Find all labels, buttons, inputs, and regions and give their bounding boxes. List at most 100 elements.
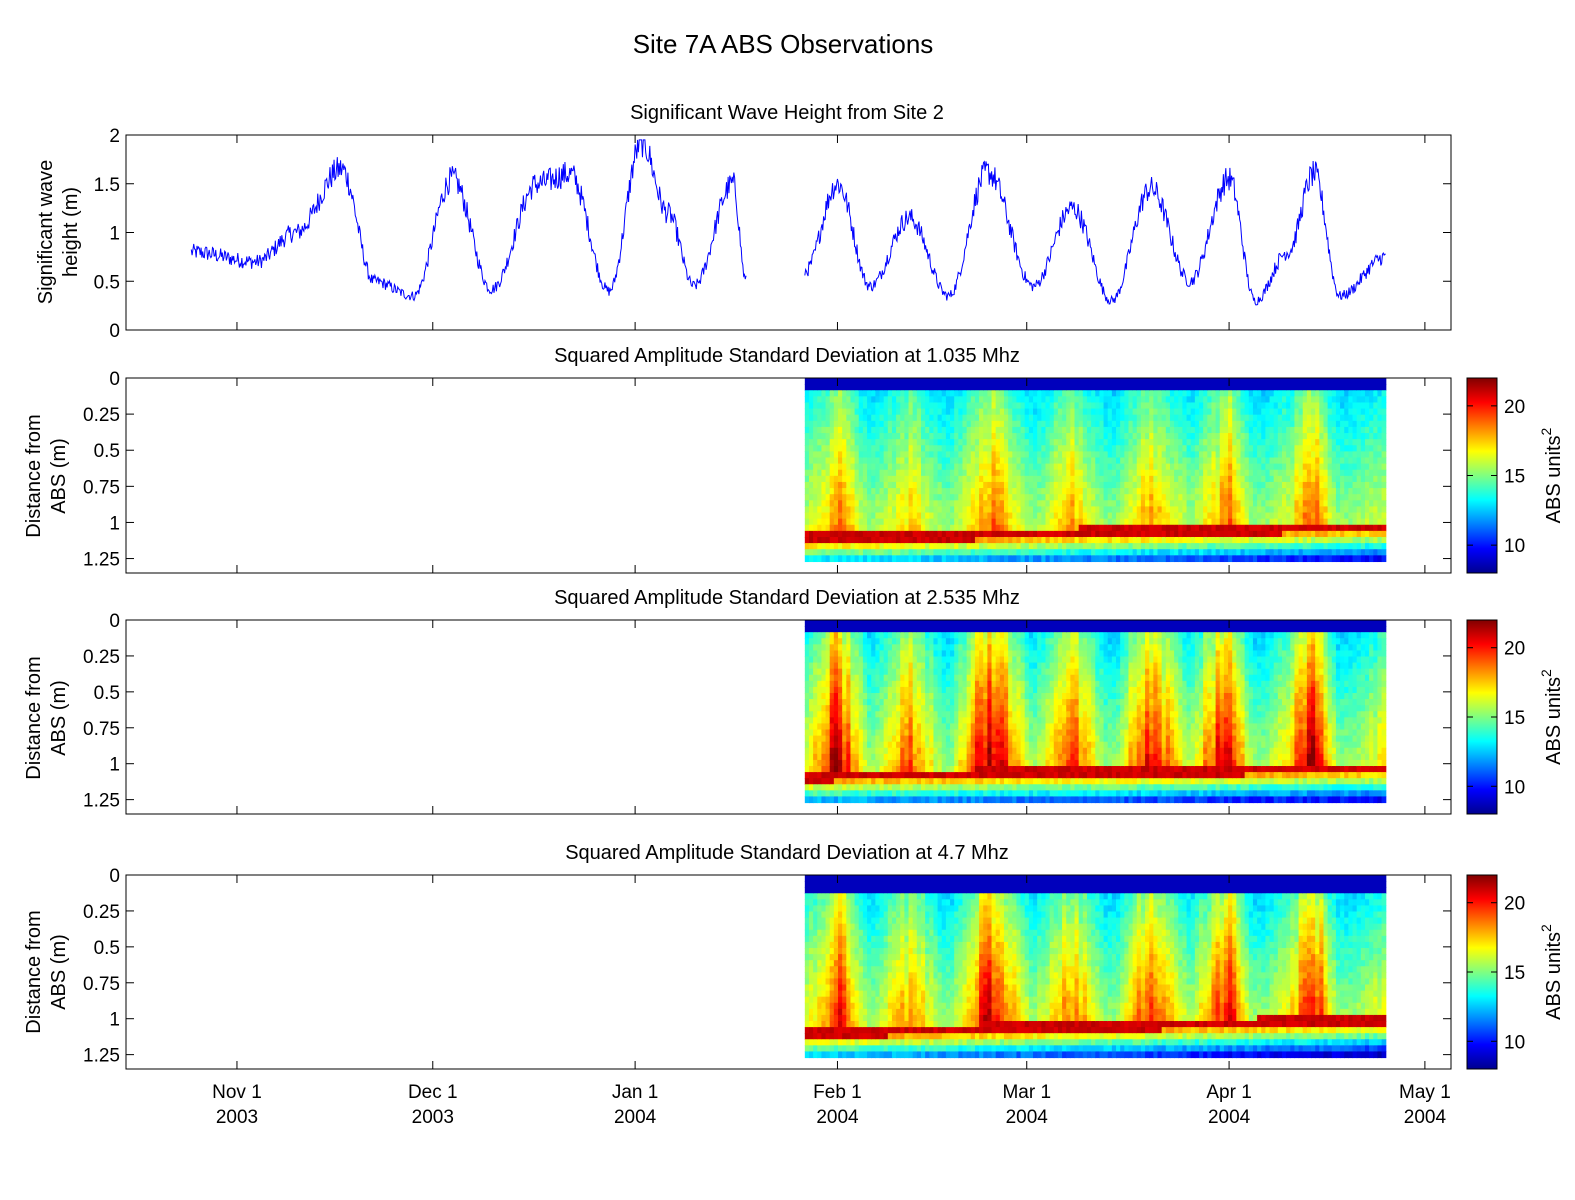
heat-cell bbox=[842, 723, 847, 731]
heat-cell bbox=[867, 426, 872, 434]
heat-cell bbox=[850, 408, 856, 416]
heat-cell bbox=[850, 457, 856, 465]
heat-cell bbox=[1016, 518, 1022, 526]
heat-cell bbox=[1153, 408, 1159, 416]
heat-cell bbox=[929, 414, 935, 422]
heat-cell bbox=[891, 524, 897, 532]
heat-cell bbox=[1281, 488, 1287, 495]
heat-cell bbox=[1286, 475, 1291, 483]
heat-cell bbox=[1095, 396, 1101, 404]
heat-cell bbox=[1012, 500, 1018, 508]
heat-cell bbox=[983, 396, 988, 404]
heat-cell bbox=[916, 414, 922, 422]
heat-cell bbox=[1215, 414, 1221, 422]
heat-cell bbox=[829, 772, 835, 779]
heat-cell bbox=[883, 632, 889, 639]
heat-cell bbox=[1041, 506, 1047, 514]
heat-cell bbox=[995, 463, 1001, 471]
heat-cell bbox=[854, 549, 860, 556]
heat-cell bbox=[1066, 414, 1071, 422]
heat-cell bbox=[1364, 378, 1370, 385]
heat-cell bbox=[854, 717, 860, 725]
heat-cell bbox=[879, 488, 885, 495]
heat-cell bbox=[817, 699, 823, 706]
heat-cell bbox=[1020, 536, 1026, 544]
heat-cell bbox=[1344, 414, 1349, 422]
heat-cell bbox=[1290, 402, 1296, 410]
heat-cell bbox=[1302, 420, 1308, 428]
heat-cell bbox=[1232, 549, 1237, 556]
heat-cell bbox=[1020, 530, 1026, 538]
heat-cell bbox=[1128, 549, 1134, 556]
heat-cell bbox=[871, 475, 876, 483]
heat-cell bbox=[1190, 536, 1196, 544]
heat-cell bbox=[829, 729, 835, 737]
heat-cell bbox=[838, 766, 843, 773]
heat-cell bbox=[871, 729, 876, 737]
heat-cell bbox=[999, 420, 1005, 428]
heat-cell bbox=[1215, 408, 1221, 416]
heat-cell bbox=[941, 378, 947, 385]
heat-cell bbox=[858, 735, 864, 743]
heat-cell bbox=[858, 674, 864, 682]
heat-cell bbox=[1012, 469, 1018, 477]
heat-cell bbox=[1107, 433, 1113, 440]
heat-cell bbox=[1360, 402, 1366, 410]
heat-cell bbox=[912, 402, 918, 410]
heat-cell bbox=[1194, 451, 1200, 459]
heat-cell bbox=[1277, 426, 1283, 434]
heat-cell bbox=[1302, 378, 1308, 385]
heat-cell bbox=[1062, 494, 1067, 501]
heat-cell bbox=[842, 439, 847, 446]
heat-cell bbox=[1261, 481, 1266, 489]
heat-cell bbox=[933, 518, 939, 526]
heat-cell bbox=[1182, 420, 1188, 428]
heat-cell bbox=[908, 426, 914, 434]
heat-cell bbox=[1128, 506, 1134, 514]
heat-cell bbox=[879, 772, 885, 779]
heat-cell bbox=[1340, 469, 1345, 477]
heat-cell bbox=[1103, 469, 1109, 477]
heat-cell bbox=[1244, 518, 1250, 526]
heat-cell bbox=[1381, 414, 1387, 422]
heat-cell bbox=[883, 384, 889, 391]
heat-cell bbox=[991, 469, 997, 477]
heat-cell bbox=[1033, 426, 1038, 434]
heat-cell bbox=[1116, 536, 1121, 544]
heat-cell bbox=[867, 420, 872, 428]
heat-cell bbox=[813, 524, 818, 532]
heat-cell bbox=[958, 414, 964, 422]
heat-cell bbox=[825, 638, 831, 645]
heat-cell bbox=[987, 433, 993, 440]
heat-cell bbox=[821, 680, 827, 688]
heat-cell bbox=[1194, 402, 1200, 410]
heat-cell bbox=[1066, 396, 1071, 404]
heat-cell bbox=[842, 717, 847, 725]
heat-cell bbox=[1327, 506, 1333, 514]
heat-cell bbox=[1091, 420, 1096, 428]
heat-cell bbox=[1203, 451, 1208, 459]
heat-cell bbox=[1190, 439, 1196, 446]
heat-cell bbox=[1215, 494, 1221, 501]
heat-cell bbox=[842, 451, 847, 459]
heat-cell bbox=[929, 433, 935, 440]
heat-cell bbox=[1037, 433, 1042, 440]
heat-cell bbox=[817, 784, 823, 791]
heat-cell bbox=[891, 662, 897, 670]
heat-cell bbox=[891, 439, 897, 446]
heat-cell bbox=[804, 518, 810, 526]
heat-cell bbox=[987, 402, 993, 410]
heat-cell bbox=[1020, 445, 1026, 452]
heat-cell bbox=[1257, 408, 1262, 416]
heat-cell bbox=[1120, 402, 1125, 410]
heat-cell bbox=[804, 747, 810, 755]
heat-cell bbox=[1344, 494, 1349, 501]
heat-cell bbox=[871, 555, 876, 563]
heat-cell bbox=[875, 638, 881, 645]
heat-cell bbox=[883, 433, 889, 440]
heat-cell bbox=[862, 729, 868, 737]
heat-cell bbox=[974, 445, 980, 452]
heat-cell bbox=[1045, 426, 1051, 434]
heat-cell bbox=[846, 469, 852, 477]
heat-cell bbox=[1049, 481, 1055, 489]
